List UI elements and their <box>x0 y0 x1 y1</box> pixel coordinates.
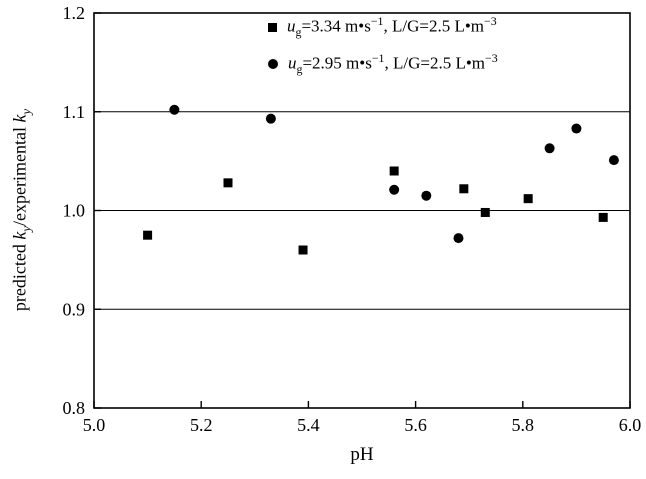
data-point-square <box>480 207 490 217</box>
data-point-square <box>389 166 399 176</box>
legend-item: ug=2.95 m•s−1, L/G=2.5 L•m−3 <box>268 51 498 77</box>
circle-marker-icon <box>268 59 278 70</box>
data-point-circle <box>389 184 400 195</box>
y-tick-label: 0.9 <box>63 299 86 319</box>
data-point-circle <box>169 104 180 115</box>
data-point-circle <box>453 233 464 244</box>
data-point-square <box>523 194 533 204</box>
data-point-square <box>598 212 608 222</box>
y-axis-label: predicted ky/experimental ky <box>9 108 34 312</box>
y-tick-label: 1.0 <box>63 201 86 221</box>
legend-label: ug=2.95 m•s−1, L/G=2.5 L•m−3 <box>288 51 498 77</box>
data-point-circle <box>544 143 555 154</box>
data-point-circle <box>608 155 619 166</box>
x-tick-label: 5.0 <box>83 415 106 435</box>
x-axis-label: pH <box>350 444 374 465</box>
x-tick-label: 5.4 <box>297 415 320 435</box>
legend-label: ug=3.34 m•s−1, L/G=2.5 L•m−3 <box>287 14 497 40</box>
data-point-circle <box>265 113 276 124</box>
x-tick-label: 6.0 <box>619 415 642 435</box>
data-point-square <box>298 245 308 255</box>
x-tick-label: 5.8 <box>512 415 535 435</box>
legend-item: ug=3.34 m•s−1, L/G=2.5 L•m−3 <box>268 14 498 40</box>
data-point-circle <box>571 123 582 134</box>
data-point-square <box>223 178 233 188</box>
y-tick-label: 0.8 <box>63 398 86 418</box>
legend: ug=3.34 m•s−1, L/G=2.5 L•m−3 ug=2.95 m•s−… <box>268 14 498 77</box>
data-point-square <box>459 184 469 194</box>
x-tick-label: 5.2 <box>190 415 213 435</box>
x-tick-label: 5.6 <box>404 415 427 435</box>
y-tick-label: 1.2 <box>63 3 86 23</box>
data-point-square <box>143 230 153 240</box>
square-marker-icon <box>268 22 277 32</box>
data-point-circle <box>421 190 432 201</box>
y-tick-label: 1.1 <box>63 102 86 122</box>
